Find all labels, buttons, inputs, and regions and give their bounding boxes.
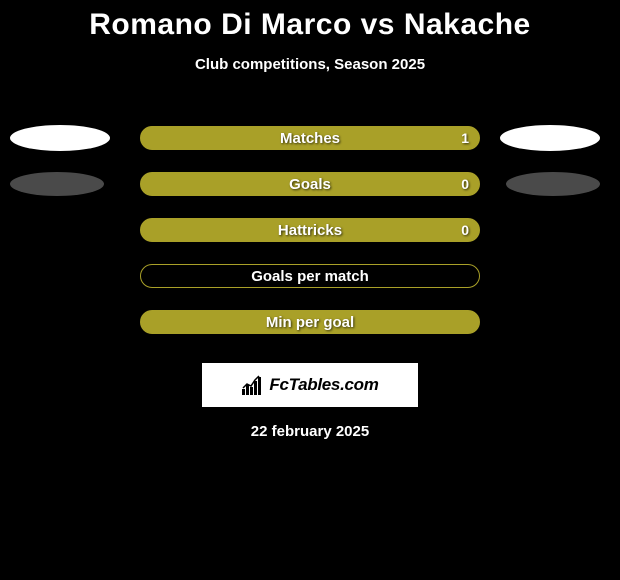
stat-bar-hattricks: Hattricks 0 — [140, 218, 480, 242]
stat-label: Goals — [289, 176, 331, 193]
right-marker — [500, 125, 600, 151]
stat-bar-matches: Matches 1 — [140, 126, 480, 150]
bars-icon — [241, 375, 265, 395]
stat-row: Goals per match — [0, 253, 620, 299]
logo-text: FcTables.com — [269, 375, 378, 395]
stat-value: 0 — [461, 222, 469, 238]
stat-label: Goals per match — [251, 268, 369, 285]
stat-row: Matches 1 — [0, 115, 620, 161]
stat-label: Min per goal — [266, 314, 354, 331]
right-marker — [506, 172, 600, 196]
left-marker — [10, 125, 110, 151]
stat-value: 1 — [461, 130, 469, 146]
stat-rows: Matches 1 Goals 0 Hattricks 0 Goals per … — [0, 115, 620, 345]
page-title: Romano Di Marco vs Nakache — [0, 8, 620, 42]
logo: FcTables.com — [202, 363, 418, 407]
stat-bar-goals: Goals 0 — [140, 172, 480, 196]
stat-value: 0 — [461, 176, 469, 192]
left-marker — [10, 172, 104, 196]
stat-row: Min per goal — [0, 299, 620, 345]
date-label: 22 february 2025 — [0, 423, 620, 440]
stat-label: Matches — [280, 130, 340, 147]
stat-row: Hattricks 0 — [0, 207, 620, 253]
stat-row: Goals 0 — [0, 161, 620, 207]
stat-label: Hattricks — [278, 222, 342, 239]
subtitle: Club competitions, Season 2025 — [0, 56, 620, 73]
stat-bar-goals-per-match: Goals per match — [140, 264, 480, 288]
stat-bar-min-per-goal: Min per goal — [140, 310, 480, 334]
comparison-card: Romano Di Marco vs Nakache Club competit… — [0, 0, 620, 440]
